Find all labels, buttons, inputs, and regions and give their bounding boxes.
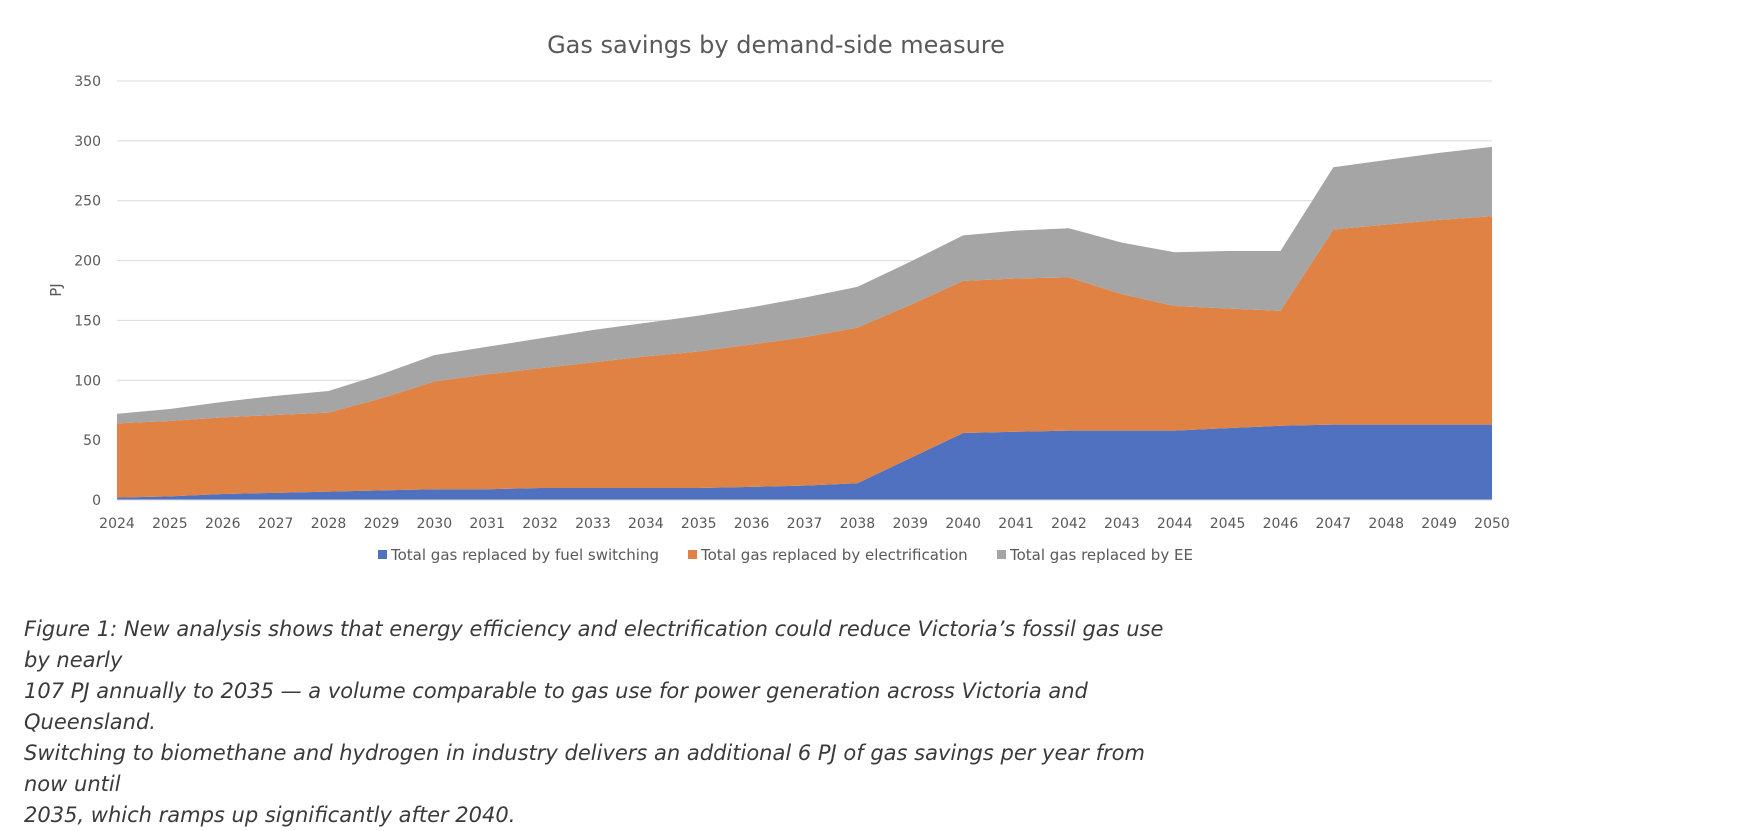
legend-label-2: Total gas replaced by electrification — [700, 546, 968, 564]
caption-line-2: 107 PJ annually to 2035 — a volume compa… — [24, 679, 1088, 734]
x-tick-label: 2028 — [311, 516, 347, 532]
x-tick-label: 2043 — [1104, 516, 1140, 532]
y-tick-label: 100 — [74, 373, 101, 389]
x-tick-label: 2036 — [734, 516, 770, 532]
x-tick-label: 2048 — [1368, 516, 1404, 532]
caption-line-1: Figure 1: New analysis shows that energy… — [24, 617, 1164, 672]
caption-line-3: Switching to biomethane and hydrogen in … — [24, 741, 1145, 796]
x-tick-label: 2024 — [99, 516, 135, 532]
y-tick-label: 350 — [74, 74, 101, 90]
y-tick-label: 200 — [74, 254, 101, 270]
x-tick-label: 2039 — [892, 516, 928, 532]
x-tick-label: 2034 — [628, 516, 664, 532]
x-tick-label: 2041 — [998, 516, 1034, 532]
legend: Total gas replaced by fuel switching Tota… — [378, 546, 1193, 564]
x-tick-label: 2040 — [945, 516, 981, 532]
legend-swatch-2 — [688, 550, 697, 559]
x-tick-label: 2046 — [1263, 516, 1299, 532]
figure-caption: Figure 1: New analysis shows that energy… — [24, 614, 1164, 831]
y-axis-title: PJ — [47, 283, 65, 296]
x-tick-label: 2038 — [840, 516, 876, 532]
x-tick-label: 2026 — [205, 516, 241, 532]
x-tick-label: 2027 — [258, 516, 294, 532]
x-tick-label: 2045 — [1210, 516, 1246, 532]
x-tick-label: 2037 — [787, 516, 823, 532]
x-tick-label: 2031 — [469, 516, 505, 532]
chart-title: Gas savings by demand-side measure — [547, 31, 1005, 59]
area-series-3 — [117, 146, 1492, 424]
x-tick-label: 2029 — [364, 516, 400, 532]
x-tick-label: 2044 — [1157, 516, 1193, 532]
stacked-areas — [117, 146, 1492, 501]
gas-savings-chart: Gas savings by demand-side measure 0 50 10… — [47, 31, 1510, 564]
legend-label-3: Total gas replaced by EE — [1009, 546, 1193, 564]
legend-swatch-1 — [378, 550, 387, 559]
y-tick-label: 300 — [74, 134, 101, 150]
x-tick-label: 2025 — [152, 516, 188, 532]
x-tick-label: 2030 — [416, 516, 452, 532]
legend-swatch-3 — [997, 550, 1006, 559]
y-axis-ticks: 0 50 100 150 200 250 300 350 — [74, 74, 101, 509]
x-tick-label: 2033 — [575, 516, 611, 532]
y-tick-label: 0 — [92, 493, 101, 509]
x-tick-label: 2032 — [522, 516, 558, 532]
x-tick-label: 2042 — [1051, 516, 1087, 532]
x-tick-label: 2047 — [1316, 516, 1352, 532]
y-tick-label: 50 — [83, 433, 101, 449]
y-tick-label: 150 — [74, 313, 101, 329]
legend-label-1: Total gas replaced by fuel switching — [390, 546, 659, 564]
area-series-2 — [117, 216, 1492, 498]
caption-line-4: 2035, which ramps up significantly after… — [24, 803, 516, 827]
x-tick-label: 2050 — [1474, 516, 1510, 532]
x-axis-ticks: 2024 2025 2026 2027 2028 2029 2030 2031 2032 2033… — [99, 516, 1510, 532]
x-tick-label: 2049 — [1421, 516, 1457, 532]
y-tick-label: 250 — [74, 194, 101, 210]
x-tick-label: 2035 — [681, 516, 717, 532]
area-series-1 — [117, 424, 1492, 500]
